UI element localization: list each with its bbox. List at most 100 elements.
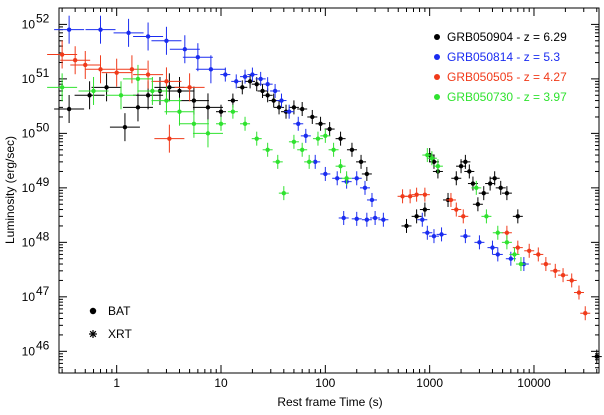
data-point <box>515 245 521 250</box>
legend-marker <box>434 34 440 40</box>
data-point <box>145 72 151 77</box>
data-point <box>129 67 135 72</box>
x-tick-label: 10 <box>214 376 228 390</box>
data-point <box>135 76 141 82</box>
data-point <box>59 52 65 57</box>
data-point <box>242 74 248 79</box>
data-point <box>272 88 278 94</box>
data-point <box>286 109 292 114</box>
data-point <box>291 139 297 145</box>
y-tick-label: 10 <box>22 344 36 358</box>
data-point <box>310 114 315 120</box>
data-point <box>234 79 239 84</box>
data-point <box>230 109 236 114</box>
data-point <box>281 190 287 196</box>
data-point <box>296 121 301 126</box>
data-point <box>362 185 368 191</box>
data-point <box>59 85 65 90</box>
data-point <box>218 109 224 114</box>
instrument-legend-label: XRT <box>108 327 132 341</box>
data-point <box>167 85 172 90</box>
data-point <box>303 133 309 139</box>
data-point <box>327 126 332 132</box>
data-point <box>414 192 419 197</box>
data-point <box>458 163 464 169</box>
data-point <box>504 230 510 235</box>
y-tick-exponent: 49 <box>36 175 50 189</box>
instrument-legend-label: BAT <box>108 304 131 318</box>
data-point <box>594 354 599 359</box>
data-point <box>543 261 549 267</box>
data-point <box>254 136 259 141</box>
y-axis-title: Luminosity (erg/sec) <box>3 136 17 244</box>
data-point <box>364 217 370 222</box>
data-point <box>454 207 459 212</box>
data-point <box>431 159 437 165</box>
data-point <box>344 176 349 181</box>
data-point <box>114 70 119 75</box>
data-point <box>187 85 192 90</box>
data-point <box>527 248 532 253</box>
xrt-marker <box>89 330 97 338</box>
data-point <box>164 38 169 44</box>
data-point <box>422 207 428 212</box>
data-point <box>150 88 155 94</box>
series-legend: GRB050904 - z = 6.29 GRB050814 - z = 5.3 G… <box>434 30 567 104</box>
data-point <box>177 109 182 114</box>
data-point <box>354 216 359 222</box>
data-point <box>439 232 444 237</box>
data-point <box>463 159 468 165</box>
data-point <box>576 290 582 295</box>
data-point <box>118 93 124 98</box>
x-tick-label: 1000 <box>416 376 443 390</box>
data-point <box>72 58 78 63</box>
data-point <box>495 230 501 235</box>
data-point <box>429 156 435 161</box>
y-tick-exponent: 47 <box>36 284 50 298</box>
data-point <box>164 98 169 103</box>
data-point <box>515 214 521 219</box>
data-point <box>145 93 151 98</box>
data-point <box>271 98 276 103</box>
data-point <box>504 240 510 245</box>
data-point <box>492 176 497 181</box>
series-3-points <box>47 64 526 272</box>
y-tick-label: 10 <box>22 17 36 31</box>
data-point <box>230 98 236 103</box>
legend-marker <box>434 54 440 60</box>
data-point <box>145 34 151 39</box>
data-point <box>470 181 476 186</box>
data-point <box>431 233 437 239</box>
data-point <box>331 147 336 152</box>
data-point <box>536 252 541 257</box>
data-point <box>420 217 425 222</box>
legend-label: GRB050505 - z = 4.27 <box>447 70 567 84</box>
data-point <box>191 98 197 103</box>
data-point <box>461 214 466 219</box>
data-point <box>177 88 182 94</box>
data-point <box>205 131 211 136</box>
data-point <box>258 76 263 82</box>
data-point <box>487 181 493 186</box>
data-point <box>425 152 430 158</box>
data-point <box>335 176 340 181</box>
instrument-legend: BAT XRT <box>89 304 132 341</box>
data-point <box>299 106 305 112</box>
x-axis: 1 10 100 1000 10000 <box>61 8 598 390</box>
data-point <box>247 79 253 84</box>
series-0-points <box>54 73 602 364</box>
y-tick-label: 10 <box>22 235 36 249</box>
data-point <box>404 223 409 229</box>
data-point <box>260 88 265 94</box>
data-point <box>323 171 328 177</box>
data-point <box>104 85 109 90</box>
data-point <box>338 136 343 141</box>
data-point <box>484 214 489 219</box>
data-point <box>223 72 228 77</box>
x-tick-label: 100 <box>315 376 335 390</box>
data-marks <box>47 15 602 364</box>
data-point <box>364 171 370 177</box>
data-point <box>504 190 510 196</box>
data-point <box>318 121 323 126</box>
